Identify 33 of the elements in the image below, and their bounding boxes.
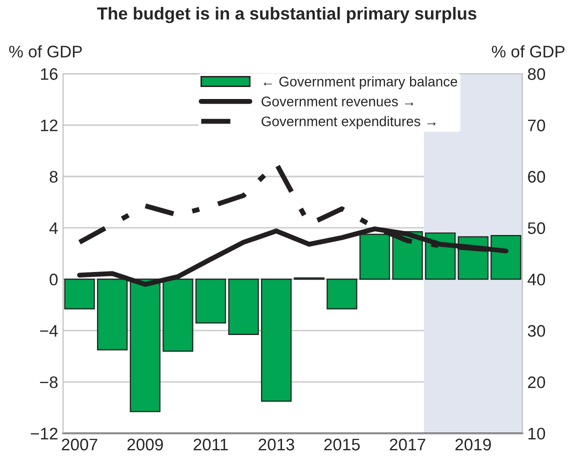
legend-label: Government revenues → [262,96,414,106]
bar [228,278,259,336]
x-tick-label: 2019 [455,438,491,450]
y2-tick-label: 10 [528,428,546,440]
legend-label: Government expenditures → [262,116,436,130]
y-tick-label: 4 [49,222,58,234]
y2-tick-label: 50 [528,222,546,234]
x-tick-label: 2011 [194,438,228,450]
y2-tick-label: 60 [528,170,546,183]
bar [326,278,358,310]
x-tick-label: 2017 [390,438,426,450]
y2-tick-label: 80 [528,68,546,80]
y-tick-label: −8 [40,376,58,388]
y-tick-label: −12 [30,428,58,440]
chart-title: The budget is in a substantial primary surplus [97,6,476,24]
x-tick-label: 2013 [258,438,294,450]
y-tick-label: 0 [50,274,58,286]
x-tick-label: 2009 [127,438,163,450]
y-tick-label: 12 [41,120,58,132]
bar [195,278,226,324]
x-tick-label: 2007 [62,438,98,450]
y-axis-title: % of GDP [9,45,82,58]
legend-label: ← Government primary balance [264,76,458,90]
x-tick-label: 2015 [324,438,360,450]
y-tick-label: 16 [41,68,58,80]
y2-axis-title: % of GDP [492,45,565,58]
bar [261,278,292,402]
y2-tick-label: 30 [528,325,546,337]
y-tick-label: 8 [50,170,58,183]
y2-tick-label: 70 [528,120,546,132]
y2-tick-label: 20 [528,376,546,388]
y-tick-label: −4 [40,325,58,337]
y2-tick-label: 40 [528,274,546,286]
